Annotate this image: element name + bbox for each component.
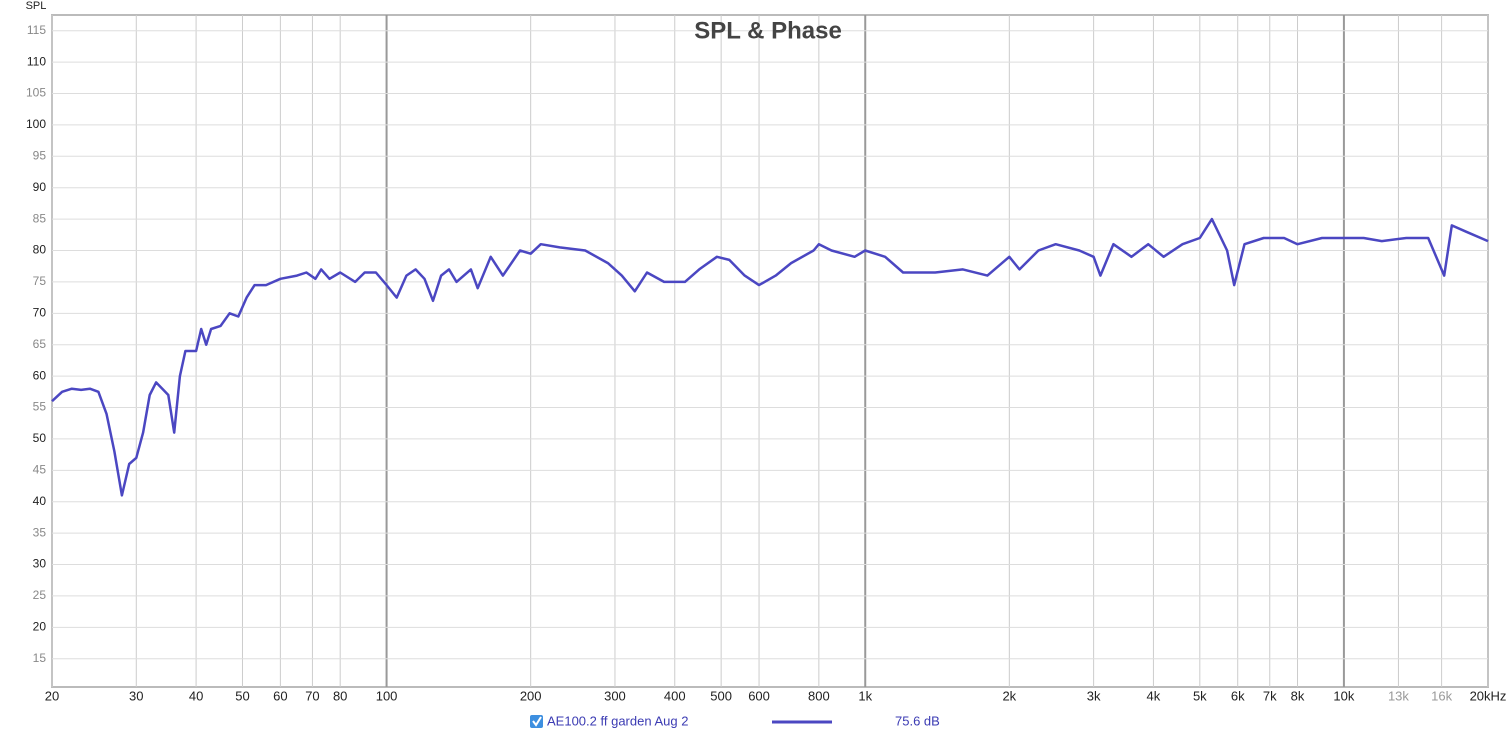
x-tick-label: 3k xyxy=(1087,688,1101,703)
y-tick-label: 15 xyxy=(33,651,47,665)
y-tick-label: 55 xyxy=(33,400,47,414)
y-tick-label: 45 xyxy=(33,462,47,476)
y-tick-label: 25 xyxy=(33,588,47,602)
y-tick-label: 30 xyxy=(33,557,47,571)
x-tick-label: 60 xyxy=(273,688,287,703)
plot-area xyxy=(51,14,1489,688)
x-tick-label: 100 xyxy=(376,688,398,703)
y-tick-label: 20 xyxy=(33,620,47,634)
x-tick-label: 20kHz xyxy=(1470,688,1507,703)
x-tick-label: 70 xyxy=(305,688,319,703)
x-tick-label: 400 xyxy=(664,688,686,703)
legend-value: 75.6 dB xyxy=(895,713,940,728)
x-tick-label: 13k xyxy=(1388,688,1409,703)
y-tick-label: 90 xyxy=(33,180,47,194)
x-tick-label: 20 xyxy=(45,688,59,703)
y-tick-label: 80 xyxy=(33,243,47,257)
spl-line xyxy=(51,217,1489,497)
x-tick-label: 80 xyxy=(333,688,347,703)
y-tick-label: 100 xyxy=(26,117,46,131)
y-tick-label: 85 xyxy=(33,211,47,225)
x-tick-label: 5k xyxy=(1193,688,1207,703)
checkbox-check xyxy=(532,716,542,727)
y-tick-label: 65 xyxy=(33,337,47,351)
y-tick-label: 75 xyxy=(33,274,47,288)
y-axis-label: SPL xyxy=(26,0,47,12)
x-tick-label: 8k xyxy=(1291,688,1305,703)
x-tick-label: 2k xyxy=(1002,688,1016,703)
x-tick-label: 6k xyxy=(1231,688,1245,703)
x-tick-label: 1k xyxy=(858,688,872,703)
y-tick-label: 40 xyxy=(33,494,47,508)
x-tick-label: 50 xyxy=(235,688,249,703)
x-tick-label: 200 xyxy=(520,688,542,703)
y-tick-label: 95 xyxy=(33,148,47,162)
x-tick-label: 7k xyxy=(1263,688,1277,703)
x-tick-label: 40 xyxy=(189,688,203,703)
x-tick-label: 30 xyxy=(129,688,143,703)
x-tick-label: 500 xyxy=(710,688,732,703)
x-tick-label: 10k xyxy=(1333,688,1354,703)
x-tick-label: 800 xyxy=(808,688,830,703)
y-tick-label: 110 xyxy=(27,54,46,68)
y-tick-label: 35 xyxy=(33,525,47,539)
chart-title: SPL & Phase xyxy=(694,17,842,44)
legend-label: AE100.2 ff garden Aug 2 xyxy=(547,713,688,728)
x-tick-label: 600 xyxy=(748,688,770,703)
x-tick-label: 4k xyxy=(1147,688,1161,703)
y-tick-label: 105 xyxy=(26,86,46,100)
x-tick-label: 300 xyxy=(604,688,626,703)
x-tick-label: 16k xyxy=(1431,688,1452,703)
y-tick-label: 115 xyxy=(27,23,46,37)
y-tick-label: 70 xyxy=(33,305,47,319)
y-tick-label: 50 xyxy=(33,431,47,445)
y-tick-label: 60 xyxy=(33,368,47,382)
